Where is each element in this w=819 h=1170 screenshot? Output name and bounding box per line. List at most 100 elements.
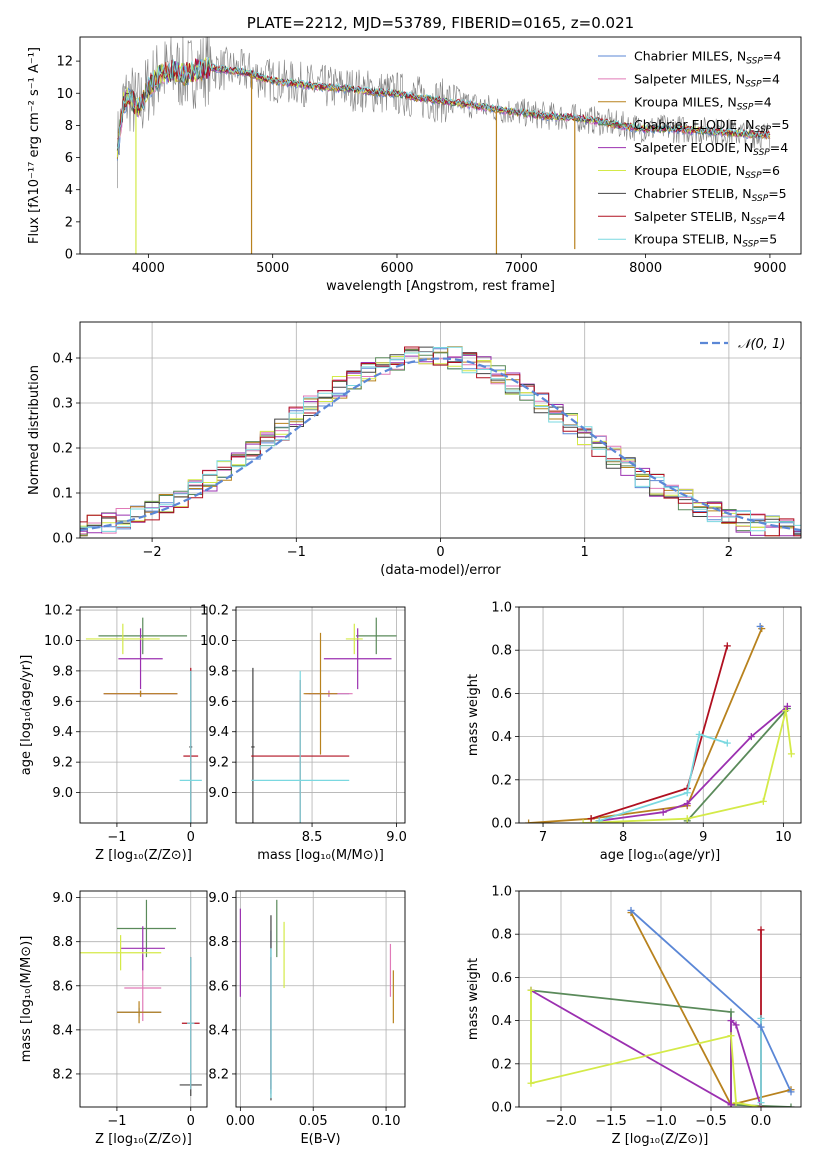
marker-salpeter_elodie (783, 702, 791, 710)
plot-frame (79, 606, 208, 824)
y-tick-label: 2 (65, 215, 73, 230)
spectrum-layer (116, 37, 771, 254)
chart-massweight_vs_age: 7 8 9 10 0.0 0.2 0.4 0.6 0.8 1.0 age [log₁₀(age/yr… (466, 601, 802, 863)
plot-frame (518, 890, 802, 1108)
legend-label-kroupa_elodie: Kroupa ELODIE, NSSP=6 (634, 163, 780, 181)
x-tick-label: 9.0 (386, 830, 407, 845)
y-axis-label: age [log₁₀(age/yr)] (19, 655, 34, 776)
marker-salpeter_elodie (727, 1101, 735, 1107)
errorbar-kroupa_stelib (187, 957, 195, 1090)
y-tick-label: 8.8 (52, 935, 73, 950)
legend-label-salpeter_miles: Salpeter MILES, NSSP=4 (634, 71, 780, 89)
x-tick-label: 7000 (505, 261, 538, 276)
plot-frame (235, 890, 406, 1108)
y-tick-label: 9.8 (52, 664, 73, 679)
errorbar-salpeter_elodie (323, 628, 392, 690)
marker-salpeter_stelib (723, 642, 731, 650)
legend-label-salpeter_stelib: Salpeter STELIB, NSSP=4 (634, 209, 785, 227)
marker-chabrier_elodie (787, 1103, 795, 1107)
marker-salpeter_elodie (683, 800, 691, 808)
x-tick-label: −0.5 (695, 1114, 727, 1129)
y-axis-label: mass weight (466, 958, 481, 1040)
x-tick-label: 9 (699, 830, 707, 845)
line-salpeter_elodie (530, 989, 762, 1107)
y-tick-label: 0.8 (491, 928, 512, 943)
errorbar-kroupa_miles (303, 632, 338, 755)
x-axis-label: (data-model)/error (380, 563, 501, 578)
x-tick-label: 0 (187, 1114, 195, 1129)
y-tick-label: 1.0 (491, 885, 512, 900)
legend-label-kroupa_stelib: Kroupa STELIB, NSSP=5 (634, 232, 777, 250)
y-tick-label: 0.4 (491, 730, 512, 745)
legend-label-salpeter_elodie: Salpeter ELODIE, NSSP=4 (634, 140, 788, 158)
y-tick-label: 0.0 (491, 817, 512, 832)
errorbar-kroupa_elodie (345, 623, 363, 655)
y-tick-label: 10.0 (200, 634, 229, 649)
marker-kroupa_stelib (723, 739, 731, 747)
y-tick-label: 0 (65, 248, 73, 263)
errorbar-kroupa_miles (116, 1001, 162, 1024)
marker-kroupa_stelib (595, 817, 603, 823)
y-axis-label: mass [log₁₀(M/M⊙)] (19, 936, 34, 1063)
marker-salpeter_stelib (757, 926, 765, 934)
y-tick-label: 9.2 (52, 756, 73, 771)
chart-massweight_vs_Z: −2.0 −1.5 −1.0 −0.5 0.0 0.0 0.2 0.4 0.6 0.8 1.0 Z [… (466, 885, 802, 1147)
plot-frame (518, 606, 802, 824)
errorbar-chabrier_elodie (116, 899, 176, 958)
y-tick-label: 10.0 (44, 634, 73, 649)
y-tick-label: 9.0 (52, 786, 73, 801)
y-tick-label: 0.2 (491, 1057, 512, 1072)
y-tick-label: 8 (65, 119, 73, 134)
marker-kroupa_elodie (782, 707, 790, 715)
x-axis-label: age [log₁₀(age/yr)] (600, 848, 721, 863)
plot-title: PLATE=2212, MJD=53789, FIBERID=0165, z=0… (247, 14, 634, 32)
marker-kroupa_elodie (732, 1099, 740, 1107)
errorbar-kroupa_elodie (85, 623, 160, 655)
legend-label-kroupa_miles: Kroupa MILES, NSSP=4 (634, 94, 772, 112)
legend-label-chabrier_stelib: Chabrier STELIB, NSSP=5 (634, 186, 787, 204)
y-tick-label: 8.6 (208, 979, 229, 994)
legend: 𝒩(0, 1) (700, 337, 785, 352)
errorbar-chabrier_stelib (251, 667, 255, 823)
y-tick-label: 8.2 (208, 1067, 229, 1082)
y-tick-label: 0.1 (52, 487, 73, 502)
y-tick-label: 0.4 (52, 352, 73, 367)
x-tick-label: 0.0 (751, 1114, 772, 1129)
normal-curve (80, 357, 801, 532)
errorbar-kroupa_stelib (179, 670, 202, 823)
line-kroupa_miles (528, 628, 763, 823)
plot-frame (79, 890, 208, 1108)
line-kroupa_elodie (530, 990, 762, 1107)
hist-salpeter_miles (80, 348, 801, 537)
legend-label-chabrier_elodie: Chabrier ELODIE, NSSP=5 (634, 117, 789, 135)
x-tick-label: 8.5 (302, 830, 323, 845)
x-tick-label: 6000 (380, 261, 413, 276)
errorbar-kroupa_miles (103, 690, 178, 697)
marker-salpeter_elodie (747, 733, 755, 741)
x-tick-label: −1.5 (595, 1114, 627, 1129)
x-tick-label: 8 (619, 830, 627, 845)
x-axis-label: wavelength [Angstrom, rest frame] (326, 279, 555, 294)
errorbar-kroupa_elodie (80, 935, 162, 971)
x-tick-label: 5000 (256, 261, 289, 276)
legend: Chabrier MILES, NSSP=4 Salpeter MILES, NS… (598, 49, 789, 250)
points-layer (239, 899, 394, 1101)
x-tick-label: 0.00 (226, 1114, 255, 1129)
x-tick-label: 1 (581, 545, 589, 560)
x-tick-label: −1 (287, 545, 306, 560)
y-tick-label: 0.0 (52, 532, 73, 547)
marker-kroupa_elodie (579, 819, 587, 823)
errorbar-chabrier_elodie (355, 617, 397, 655)
y-tick-label: 9.4 (52, 725, 73, 740)
y-tick-label: 8.8 (208, 935, 229, 950)
y-tick-label: 8.4 (52, 1023, 73, 1038)
points-layer (80, 899, 202, 1096)
marker-kroupa_elodie (527, 986, 535, 994)
model-kroupa_stelib (116, 57, 770, 149)
y-axis-label: Flux [fλ10⁻¹⁷ erg cm⁻² s⁻¹ A⁻¹] (27, 47, 42, 244)
y-tick-label: 9.0 (52, 891, 73, 906)
y-tick-label: 6 (65, 151, 73, 166)
errorbar-chabrier_elodie (98, 617, 188, 655)
marker-chabrier_miles (757, 1023, 765, 1031)
